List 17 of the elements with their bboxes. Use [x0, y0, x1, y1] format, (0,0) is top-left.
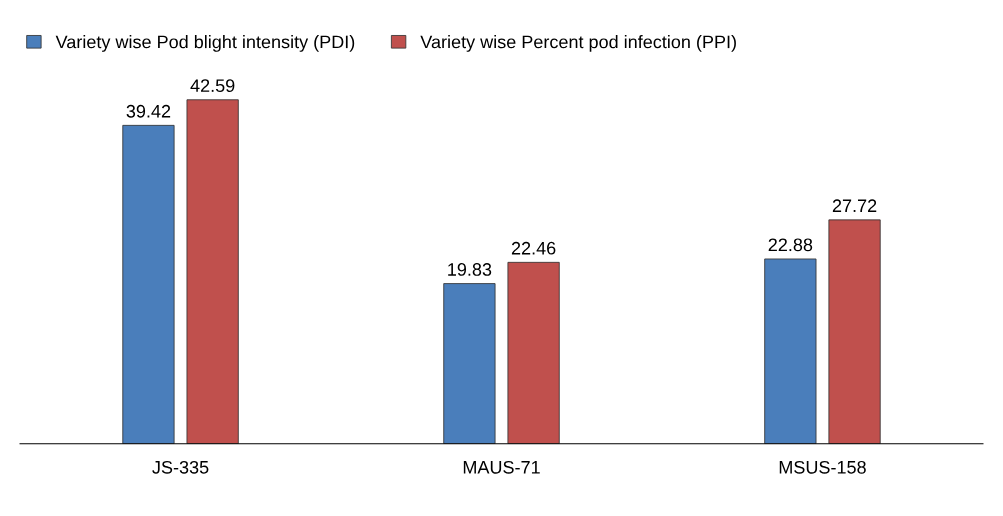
x-tick-label: MAUS-71: [463, 460, 540, 474]
x-tick-label: JS-335: [152, 460, 209, 474]
bar: [507, 261, 560, 444]
data-label: 22.46: [511, 241, 556, 255]
data-label: 42.59: [190, 79, 235, 93]
bar: [186, 99, 239, 444]
bar: [443, 283, 496, 444]
legend-label: Variety wise Percent pod infection (PPI): [420, 35, 736, 52]
data-label: 19.83: [448, 263, 492, 276]
x-tick-label: MSUS-158: [779, 460, 866, 474]
data-label: 27.72: [832, 199, 877, 212]
data-label: 22.88: [768, 238, 813, 252]
data-label: 39.42: [126, 104, 171, 118]
bar: [828, 219, 881, 444]
bar: [122, 124, 175, 444]
bar: [764, 258, 817, 444]
legend-label: Variety wise Pod blight intensity (PDI): [55, 35, 355, 52]
